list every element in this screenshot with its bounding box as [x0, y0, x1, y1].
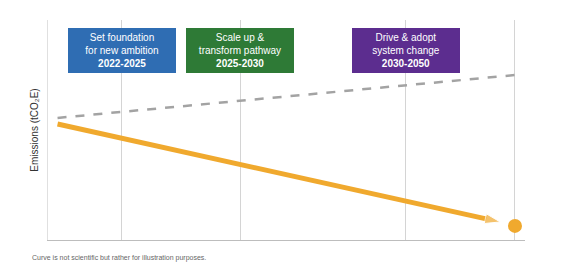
svg-text:Curve is not scientific but ra: Curve is not scientific but rather for i…: [32, 254, 206, 262]
svg-text:Scale up &transform pathway202: Scale up &transform pathway2025-2030: [199, 32, 281, 69]
svg-text:Emissions (tCO₂E): Emissions (tCO₂E): [29, 88, 40, 171]
svg-text:Set foundationfor new ambition: Set foundationfor new ambition2022-2025: [85, 32, 158, 69]
svg-text:Drive & adoptsystem change2030: Drive & adoptsystem change2030-2050: [372, 32, 440, 69]
